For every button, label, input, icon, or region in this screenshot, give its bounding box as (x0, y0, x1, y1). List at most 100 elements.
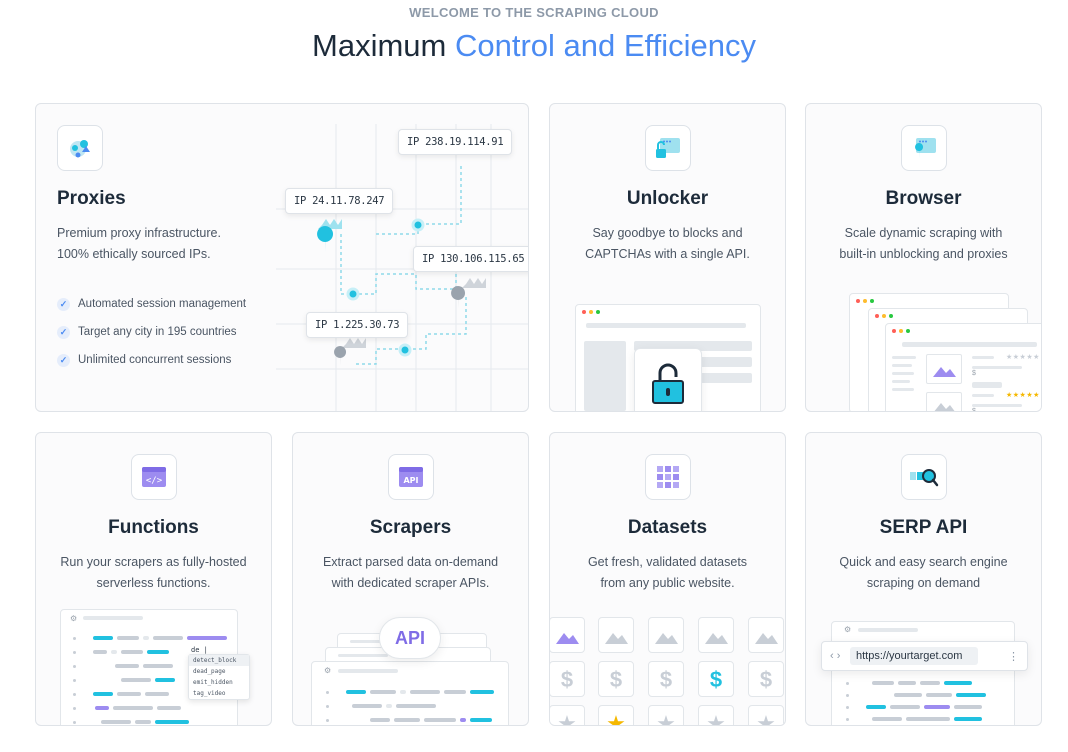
serp-desc-line1: Quick and easy search engine (839, 555, 1008, 569)
svg-text:API: API (403, 476, 418, 485)
dollar-icon: $ (609, 667, 623, 692)
star-icon: ★ (656, 711, 676, 726)
unlocker-desc-line2: CAPTCHAs with a single API. (585, 247, 750, 261)
dataset-tile-grid: $ $ $ $ $ ★ ★ ★ ★ ★ (550, 617, 785, 726)
star-tile: ★ (598, 705, 634, 726)
star-icon: ★ (606, 711, 626, 726)
api-window-icon: API (388, 454, 434, 500)
ip-tag: IP 130.106.115.65 (413, 246, 528, 272)
url-bar[interactable]: ‹ › https://yourtarget.com ⋮ (821, 641, 1028, 671)
check-icon: ✓ (57, 325, 70, 339)
image-tile (550, 617, 585, 653)
url-field[interactable]: https://yourtarget.com (850, 647, 978, 665)
menu-icon[interactable]: ⋮ (1008, 650, 1019, 663)
serp-window-mockup: ⚙ (831, 621, 1015, 725)
datasets-title: Datasets (627, 517, 708, 538)
scrapers-desc-line2: with dedicated scraper APIs. (331, 576, 490, 590)
padlock-icon (652, 363, 684, 404)
dollar-tile: $ (550, 661, 585, 697)
image-icon (934, 403, 955, 411)
browser-pin-icon (901, 125, 947, 171)
star-icon: ★ (557, 711, 577, 726)
image-icon (755, 633, 778, 644)
image-icon (705, 633, 728, 644)
serp-title: SERP API (879, 517, 968, 538)
star-tile: ★ (698, 705, 734, 726)
code-window-icon: </> (131, 454, 177, 500)
dollar-tile: $ (748, 661, 784, 697)
page-title: Maximum Control and Efficiency (0, 28, 1068, 64)
ip-tag: IP 1.225.30.73 (306, 312, 409, 338)
dollar-icon: $ (560, 667, 574, 692)
feature-list: ✓ Automated session management ✓ Target an… (57, 290, 246, 374)
stacked-window-front: ⚙ (311, 661, 509, 725)
check-icon: ✓ (57, 353, 70, 367)
ip-tag: IP 24.11.78.247 (285, 188, 394, 214)
feature-item: ✓ Automated session management (57, 290, 246, 318)
unlocker-card[interactable]: Unlocker Say goodbye to blocks and CAPTC… (549, 103, 786, 412)
proxies-desc-line2: 100% ethically sourced IPs. (57, 247, 211, 261)
search-magnifier-icon (901, 454, 947, 500)
datasets-desc-line2: from any public website. (600, 576, 735, 590)
functions-card[interactable]: </> Functions Run your scrapers as fully… (35, 432, 272, 726)
datasets-desc-line1: Get fresh, validated datasets (587, 555, 748, 569)
autocomplete-item[interactable]: tag_video (193, 690, 226, 697)
svg-text:</>: </> (146, 476, 163, 486)
dollar-tile: $ (698, 661, 734, 697)
unlocker-title: Unlocker (626, 188, 709, 209)
unlock-window-icon (645, 125, 691, 171)
image-tile (748, 617, 784, 653)
image-icon (605, 633, 628, 644)
functions-title: Functions (108, 517, 199, 538)
ip-tag: IP 238.19.114.91 (398, 129, 513, 155)
functions-desc-line1: Run your scrapers as fully-hosted (60, 555, 247, 569)
autocomplete-item[interactable]: detect_block (189, 655, 249, 666)
api-cloud-badge: API (379, 617, 441, 659)
image-tile (648, 617, 684, 653)
headline-accent: Control and Efficiency (454, 28, 756, 63)
image-tile (698, 617, 734, 653)
browser-title: Browser (885, 188, 962, 209)
eyebrow: WELCOME TO THE SCRAPING CLOUD (409, 5, 659, 20)
feature-item: ✓ Target any city in 195 countries (57, 318, 246, 346)
dollar-icon: $ (659, 667, 673, 692)
star-icon: ★ (756, 711, 776, 726)
dollar-tile: $ (648, 661, 684, 697)
api-cloud-label: API (394, 627, 425, 648)
proxies-title: Proxies (57, 188, 126, 209)
star-tile: ★ (648, 705, 684, 726)
browser-desc-line2: built-in unblocking and proxies (839, 247, 1008, 261)
autocomplete-item[interactable]: emit_hidden (193, 679, 233, 686)
proxies-desc-line1: Premium proxy infrastructure. (57, 226, 221, 240)
star-tile: ★ (748, 705, 784, 726)
image-icon (655, 633, 678, 644)
unlocker-desc-line1: Say goodbye to blocks and (592, 226, 743, 240)
serp-card[interactable]: SERP API Quick and easy search engine sc… (805, 432, 1042, 726)
browser-window-front: ★★★★★ $ ★★★★★ $ (885, 323, 1041, 411)
serp-desc-line2: scraping on demand (866, 576, 981, 590)
dollar-icon: $ (709, 667, 723, 692)
image-icon (933, 367, 956, 377)
nav-arrows-icon[interactable]: ‹ › (830, 650, 841, 662)
proxy-globe-icon (57, 125, 103, 171)
scrapers-title: Scrapers (369, 517, 452, 538)
scrapers-card[interactable]: API Scrapers Extract parsed data on-dema… (292, 432, 529, 726)
autocomplete-item[interactable]: dead_page (193, 668, 226, 675)
feature-item: ✓ Unlimited concurrent sessions (57, 346, 246, 374)
image-tile (598, 617, 634, 653)
browser-card[interactable]: Browser Scale dynamic scraping with buil… (805, 103, 1042, 412)
proxies-card[interactable]: Proxies Premium proxy infrastructure. 10… (35, 103, 529, 412)
grid-icon (645, 454, 691, 500)
autocomplete-input: de | (191, 646, 208, 654)
headline-plain: Maximum (312, 28, 447, 63)
datasets-card[interactable]: Datasets Get fresh, validated datasets f… (549, 432, 786, 726)
feature-label: Unlimited concurrent sessions (78, 354, 232, 366)
padlock-badge (634, 348, 702, 411)
check-icon: ✓ (57, 297, 70, 311)
star-icon: ★ (706, 711, 726, 726)
autocomplete-popup: detect_block dead_page emit_hidden tag_v… (188, 654, 250, 700)
star-tile: ★ (550, 705, 585, 726)
functions-desc-line2: serverless functions. (96, 576, 211, 590)
dollar-tile: $ (598, 661, 634, 697)
feature-label: Target any city in 195 countries (78, 326, 237, 338)
